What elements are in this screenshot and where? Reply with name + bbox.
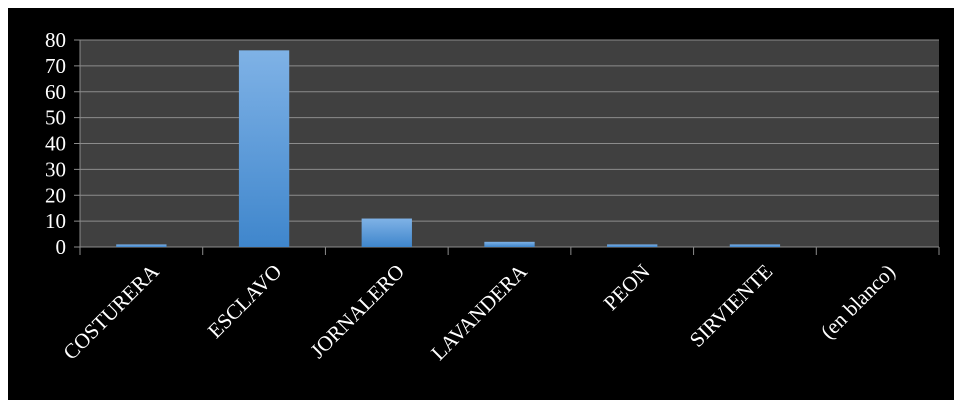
y-tick-label: 40 (45, 132, 66, 156)
y-tick-label: 0 (56, 235, 67, 259)
bars (116, 50, 781, 247)
bar-costurera (116, 244, 167, 247)
x-category-labels: COSTURERA ESCLAVO JORNALERO LAVANDERA PEON SI… (58, 259, 900, 365)
y-tick-label: 10 (45, 209, 66, 233)
x-category-label: LAVANDERA (426, 259, 532, 365)
x-category-label: PEON (599, 259, 655, 315)
x-category-label: COSTURERA (58, 259, 164, 365)
bar-sirviente (729, 244, 781, 247)
x-category-label: (en blanco) (816, 259, 900, 343)
bar-jornalero (361, 218, 412, 247)
y-tick-label: 60 (45, 80, 66, 104)
bar-lavandera (484, 241, 535, 247)
x-category-label: SIRVIENTE (685, 259, 777, 351)
bar-esclavo (238, 50, 290, 247)
x-category-label: ESCLAVO (203, 259, 287, 343)
y-tick-label: 80 (45, 28, 66, 52)
gridlines (74, 39, 939, 248)
y-tick-label: 30 (45, 157, 66, 181)
bar-peon (607, 244, 658, 247)
y-tick-label: 70 (45, 54, 66, 78)
y-tick-label: 50 (45, 106, 66, 130)
y-tick-label: 20 (45, 183, 66, 207)
x-category-label: JORNALERO (305, 259, 409, 363)
